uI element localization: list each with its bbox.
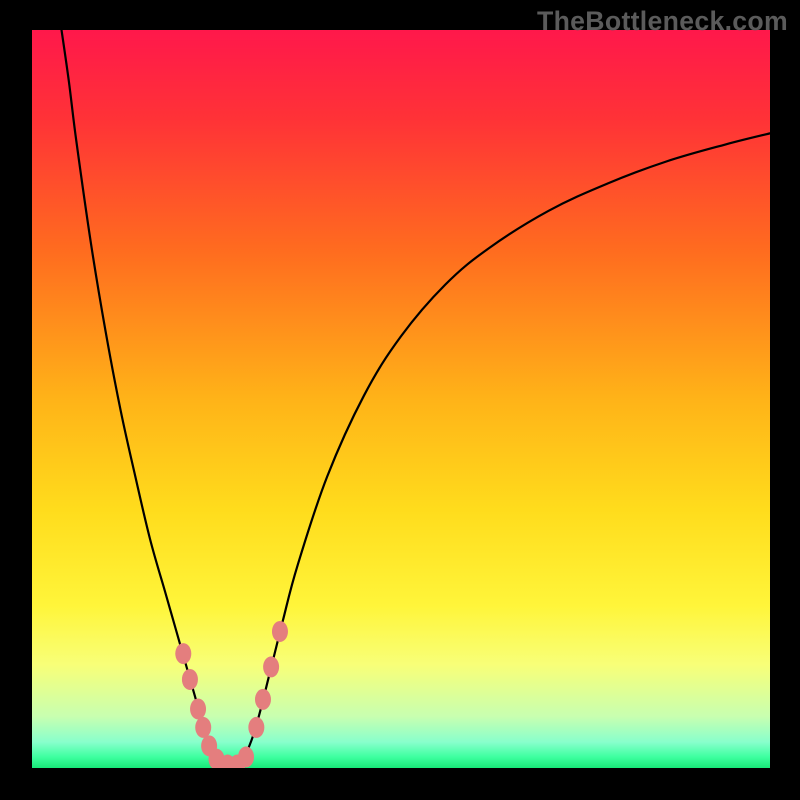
chart-canvas: TheBottleneck.com	[0, 0, 800, 800]
plot-background	[32, 30, 770, 768]
watermark-text: TheBottleneck.com	[537, 6, 788, 37]
